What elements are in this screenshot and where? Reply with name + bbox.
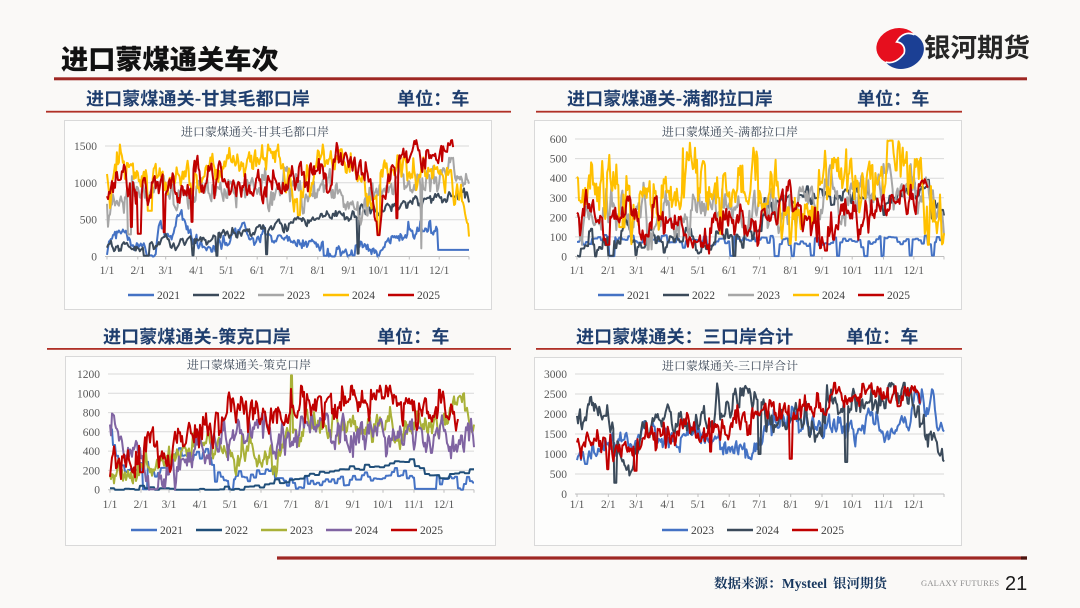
svg-text:4/1: 4/1 xyxy=(660,265,675,277)
svg-text:12/1: 12/1 xyxy=(429,265,450,277)
svg-text:1/1: 1/1 xyxy=(103,499,118,511)
svg-text:200: 200 xyxy=(83,465,101,477)
svg-text:2/1: 2/1 xyxy=(601,499,616,511)
svg-text:400: 400 xyxy=(550,173,568,185)
svg-text:100: 100 xyxy=(550,232,568,244)
svg-text:3/1: 3/1 xyxy=(629,499,644,511)
svg-text:12/1: 12/1 xyxy=(904,265,925,277)
svg-text:6/1: 6/1 xyxy=(722,499,737,511)
svg-text:5/1: 5/1 xyxy=(219,265,234,277)
svg-text:4/1: 4/1 xyxy=(193,499,208,511)
svg-text:8/1: 8/1 xyxy=(783,499,798,511)
svg-text:8/1: 8/1 xyxy=(310,265,325,277)
svg-text:400: 400 xyxy=(83,446,101,458)
svg-text:3000: 3000 xyxy=(544,369,567,381)
svg-text:2021: 2021 xyxy=(157,290,180,302)
svg-text:9/1: 9/1 xyxy=(815,265,830,277)
svg-text:2025: 2025 xyxy=(417,290,440,302)
svg-text:2023: 2023 xyxy=(290,525,313,537)
svg-text:9/1: 9/1 xyxy=(815,499,830,511)
svg-text:11/1: 11/1 xyxy=(873,499,893,511)
svg-text:5/1: 5/1 xyxy=(223,499,238,511)
svg-text:1000: 1000 xyxy=(544,449,567,461)
svg-text:2024: 2024 xyxy=(822,290,845,302)
svg-text:6/1: 6/1 xyxy=(722,265,737,277)
svg-text:12/1: 12/1 xyxy=(904,499,925,511)
svg-text:3/1: 3/1 xyxy=(162,499,177,511)
svg-text:2000: 2000 xyxy=(544,409,567,421)
svg-text:0: 0 xyxy=(561,252,567,264)
svg-text:2024: 2024 xyxy=(355,525,378,537)
svg-text:10/1: 10/1 xyxy=(368,265,389,277)
svg-text:2022: 2022 xyxy=(225,525,248,537)
svg-text:3/1: 3/1 xyxy=(629,265,644,277)
svg-text:2023: 2023 xyxy=(287,290,310,302)
svg-text:2/1: 2/1 xyxy=(134,499,149,511)
svg-text:2/1: 2/1 xyxy=(130,265,145,277)
svg-text:8/1: 8/1 xyxy=(783,265,798,277)
svg-text:6/1: 6/1 xyxy=(254,499,269,511)
svg-text:6/1: 6/1 xyxy=(250,265,265,277)
svg-text:21: 21 xyxy=(1005,573,1027,595)
svg-text:500: 500 xyxy=(550,154,568,166)
svg-text:800: 800 xyxy=(83,408,101,420)
svg-text:2025: 2025 xyxy=(420,525,443,537)
svg-text:12/1: 12/1 xyxy=(434,499,455,511)
svg-text:2/1: 2/1 xyxy=(601,265,616,277)
svg-text:2024: 2024 xyxy=(756,525,779,537)
svg-text:8/1: 8/1 xyxy=(315,499,330,511)
svg-text:2023: 2023 xyxy=(757,290,780,302)
svg-text:11/1: 11/1 xyxy=(399,265,419,277)
svg-text:500: 500 xyxy=(80,215,98,227)
svg-text:1/1: 1/1 xyxy=(100,265,115,277)
svg-text:7/1: 7/1 xyxy=(752,265,767,277)
svg-text:GALAXY FUTURES: GALAXY FUTURES xyxy=(921,578,999,588)
svg-text:1500: 1500 xyxy=(544,429,567,441)
svg-text:11/1: 11/1 xyxy=(873,265,893,277)
svg-text:Mysteel: Mysteel xyxy=(782,576,827,591)
svg-text:0: 0 xyxy=(91,252,97,264)
svg-text:2021: 2021 xyxy=(160,525,183,537)
svg-text:9/1: 9/1 xyxy=(346,499,361,511)
svg-text:1/1: 1/1 xyxy=(570,265,585,277)
svg-text:0: 0 xyxy=(94,485,100,497)
svg-text:1000: 1000 xyxy=(74,178,97,190)
svg-text:10/1: 10/1 xyxy=(373,499,394,511)
svg-text:7/1: 7/1 xyxy=(752,499,767,511)
svg-text:300: 300 xyxy=(550,193,568,205)
svg-text:2022: 2022 xyxy=(222,290,245,302)
svg-text:500: 500 xyxy=(550,469,568,481)
svg-text:1500: 1500 xyxy=(74,141,97,153)
svg-text:2025: 2025 xyxy=(887,290,910,302)
svg-text:9/1: 9/1 xyxy=(341,265,356,277)
svg-text:2023: 2023 xyxy=(691,525,714,537)
svg-text:7/1: 7/1 xyxy=(284,499,299,511)
svg-text:1200: 1200 xyxy=(77,369,100,381)
svg-text:200: 200 xyxy=(550,212,568,224)
svg-text:4/1: 4/1 xyxy=(189,265,204,277)
svg-text:7/1: 7/1 xyxy=(280,265,295,277)
svg-text:2024: 2024 xyxy=(352,290,375,302)
svg-text:600: 600 xyxy=(550,134,568,146)
svg-text:2022: 2022 xyxy=(692,290,715,302)
svg-text:4/1: 4/1 xyxy=(660,499,675,511)
svg-text:5/1: 5/1 xyxy=(691,499,706,511)
svg-text:1000: 1000 xyxy=(77,388,100,400)
svg-text:5/1: 5/1 xyxy=(691,265,706,277)
svg-text:1/1: 1/1 xyxy=(570,499,585,511)
svg-text:2021: 2021 xyxy=(627,290,650,302)
svg-text:2025: 2025 xyxy=(821,525,844,537)
svg-text:2500: 2500 xyxy=(544,389,567,401)
svg-text:3/1: 3/1 xyxy=(158,265,173,277)
svg-text:11/1: 11/1 xyxy=(404,499,424,511)
svg-text:10/1: 10/1 xyxy=(842,499,863,511)
svg-text:10/1: 10/1 xyxy=(842,265,863,277)
svg-text:600: 600 xyxy=(83,427,101,439)
svg-text:0: 0 xyxy=(561,489,567,501)
